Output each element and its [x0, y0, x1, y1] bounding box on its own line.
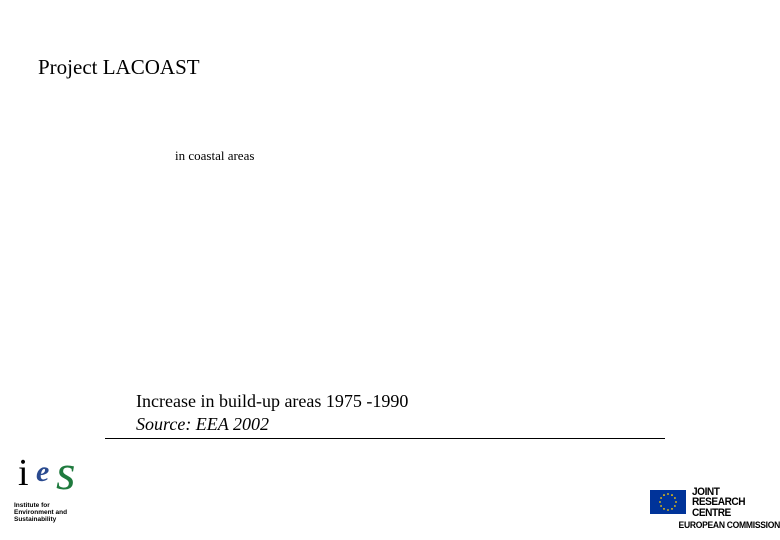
ec-line: EUROPEAN COMMISSION	[657, 520, 780, 530]
divider-line	[105, 438, 665, 439]
eu-flag-icon	[650, 490, 686, 514]
slide: Project LACOAST in coastal areas Increas…	[0, 0, 780, 540]
caption-source: Source: EEA 2002	[136, 413, 408, 436]
ies-letter-e-icon: e	[36, 455, 49, 489]
jrc-text: JOINT RESEARCH CENTRE	[692, 487, 745, 518]
ies-letter-i-icon: i	[18, 451, 29, 495]
eu-stars-icon	[650, 490, 686, 514]
caption-block: Increase in build-up areas 1975 -1990 So…	[136, 390, 408, 435]
ies-caption: Institute for Environment and Sustainabi…	[14, 503, 104, 523]
ies-logo: i e s Institute for Environment and Sust…	[14, 453, 104, 523]
jrc-block: JOINT RESEARCH CENTRE EUROPEAN COMMISSIO…	[650, 487, 780, 530]
ies-glyphs: i e s	[14, 453, 104, 501]
caption-line-1: Increase in build-up areas 1975 -1990	[136, 390, 408, 413]
jrc-line-3: CENTRE	[692, 508, 745, 518]
jrc-row: JOINT RESEARCH CENTRE	[650, 487, 780, 518]
ies-caption-l3: Sustainability	[14, 517, 104, 524]
page-title: Project LACOAST	[38, 55, 200, 80]
sub-label: in coastal areas	[175, 148, 254, 164]
ies-letter-s-icon: s	[56, 443, 75, 501]
